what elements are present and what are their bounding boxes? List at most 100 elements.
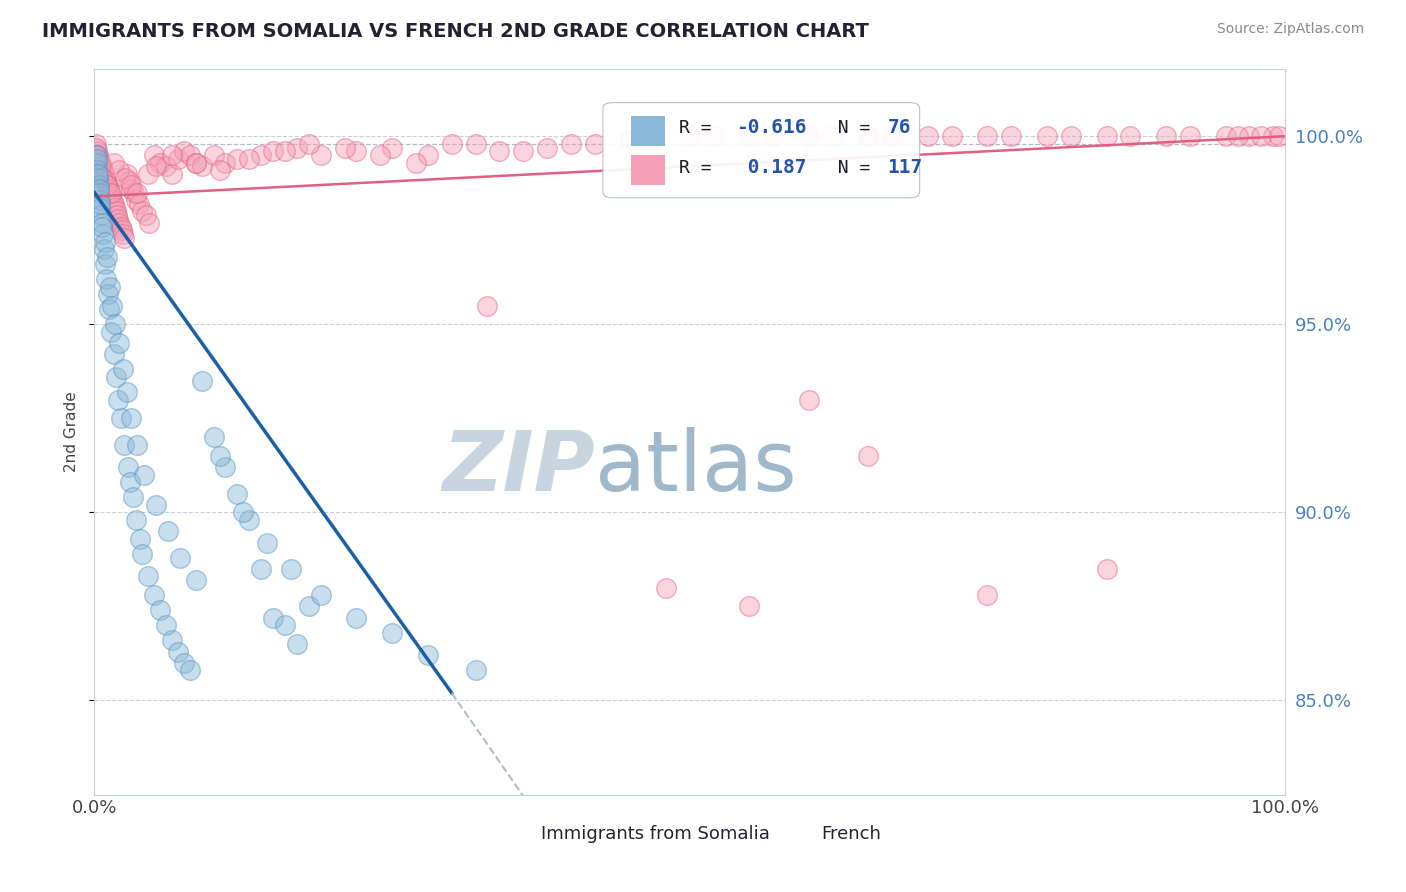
Point bbox=[346, 145, 368, 159]
Point bbox=[86, 148, 108, 162]
Point bbox=[1263, 129, 1285, 144]
Point bbox=[976, 129, 998, 144]
Point bbox=[298, 136, 321, 151]
Point bbox=[131, 547, 153, 561]
Point bbox=[87, 178, 110, 193]
Point bbox=[643, 133, 665, 147]
Point bbox=[97, 182, 120, 196]
Point bbox=[136, 167, 159, 181]
Point bbox=[738, 599, 761, 614]
Point bbox=[166, 644, 188, 658]
Point bbox=[135, 208, 157, 222]
Point bbox=[87, 167, 110, 181]
Point bbox=[145, 498, 167, 512]
Text: Source: ZipAtlas.com: Source: ZipAtlas.com bbox=[1216, 22, 1364, 37]
Point bbox=[619, 133, 641, 147]
Point bbox=[1250, 129, 1272, 144]
Point bbox=[128, 197, 150, 211]
Point bbox=[262, 611, 284, 625]
Point bbox=[87, 155, 110, 169]
Point bbox=[1060, 129, 1083, 144]
Point bbox=[103, 197, 125, 211]
Point bbox=[108, 163, 131, 178]
Point bbox=[1036, 129, 1059, 144]
Point bbox=[86, 152, 108, 166]
Point bbox=[1119, 129, 1142, 144]
Point bbox=[104, 204, 127, 219]
Point bbox=[98, 186, 121, 200]
Point bbox=[179, 148, 201, 162]
Point bbox=[115, 384, 138, 399]
Point bbox=[262, 145, 284, 159]
Point bbox=[97, 302, 120, 317]
Point bbox=[1000, 129, 1022, 144]
Point bbox=[87, 170, 110, 185]
Point bbox=[100, 325, 122, 339]
Point bbox=[703, 129, 725, 144]
Point bbox=[226, 152, 249, 166]
Point bbox=[90, 163, 112, 178]
Point bbox=[90, 159, 112, 173]
Point bbox=[93, 242, 115, 256]
Point bbox=[160, 633, 183, 648]
Point bbox=[105, 208, 128, 222]
Text: Immigrants from Somalia: Immigrants from Somalia bbox=[541, 825, 770, 844]
Point bbox=[145, 159, 167, 173]
Point bbox=[112, 362, 135, 376]
Point bbox=[108, 216, 131, 230]
Point bbox=[110, 219, 132, 234]
Point bbox=[464, 136, 486, 151]
Point bbox=[797, 129, 820, 144]
Point bbox=[120, 178, 142, 193]
Point bbox=[583, 136, 606, 151]
Point bbox=[120, 182, 142, 196]
Point bbox=[226, 486, 249, 500]
Point bbox=[512, 145, 534, 159]
Point bbox=[128, 532, 150, 546]
Point bbox=[405, 155, 427, 169]
Text: atlas: atlas bbox=[595, 427, 796, 508]
Point bbox=[91, 227, 114, 241]
Point bbox=[976, 588, 998, 602]
Point bbox=[89, 152, 111, 166]
Point bbox=[136, 569, 159, 583]
Text: 117: 117 bbox=[887, 158, 922, 178]
Point bbox=[536, 140, 558, 154]
Point bbox=[93, 235, 115, 249]
Point bbox=[86, 145, 108, 159]
Point bbox=[858, 449, 880, 463]
Point bbox=[89, 186, 111, 200]
Point bbox=[107, 392, 129, 407]
Point bbox=[94, 257, 117, 271]
Point bbox=[309, 148, 332, 162]
Point bbox=[488, 145, 510, 159]
Point bbox=[917, 129, 939, 144]
Point bbox=[101, 299, 124, 313]
Point bbox=[127, 438, 149, 452]
Point bbox=[655, 581, 678, 595]
Text: French: French bbox=[821, 825, 880, 844]
Point bbox=[104, 370, 127, 384]
Point bbox=[858, 129, 880, 144]
Point bbox=[1239, 129, 1261, 144]
Point bbox=[184, 573, 207, 587]
Point bbox=[100, 189, 122, 203]
Point bbox=[107, 212, 129, 227]
Point bbox=[96, 272, 118, 286]
Point bbox=[143, 588, 166, 602]
Point bbox=[416, 648, 439, 663]
Point bbox=[97, 287, 120, 301]
Point bbox=[368, 148, 391, 162]
Point bbox=[89, 155, 111, 169]
Point bbox=[941, 129, 963, 144]
Point bbox=[120, 411, 142, 425]
Point bbox=[125, 513, 148, 527]
Point bbox=[208, 163, 231, 178]
Point bbox=[184, 155, 207, 169]
Point bbox=[104, 318, 127, 332]
Point bbox=[103, 347, 125, 361]
Point bbox=[104, 201, 127, 215]
Ellipse shape bbox=[519, 825, 540, 844]
Point bbox=[214, 460, 236, 475]
Point bbox=[118, 174, 141, 188]
